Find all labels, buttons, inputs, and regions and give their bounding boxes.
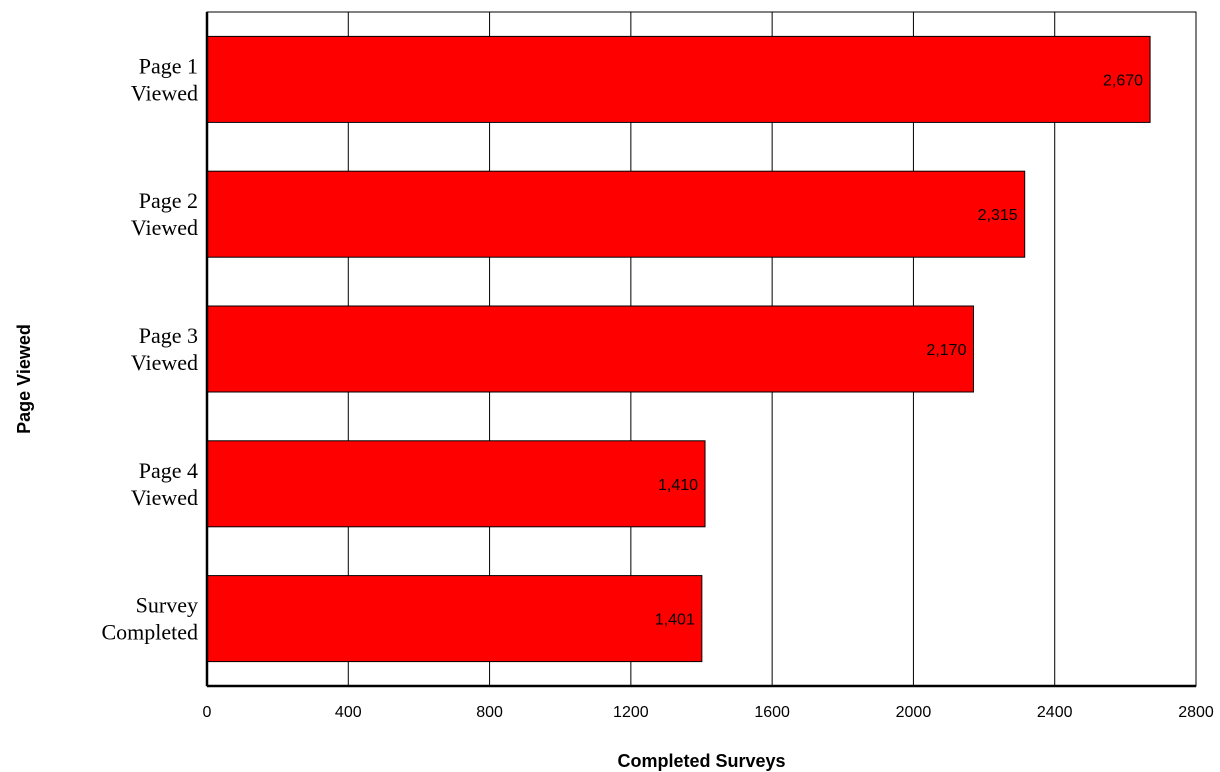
category-label: Completed (101, 620, 198, 645)
x-tick-label: 1600 (754, 704, 790, 721)
category-label: Viewed (131, 80, 198, 105)
x-tick-label: 800 (476, 704, 503, 721)
bar-value-label: 1,401 (655, 612, 695, 629)
bar (206, 170, 1026, 258)
x-tick-label: 400 (335, 704, 362, 721)
bar-value-label: 2,170 (926, 342, 966, 359)
category-label: Viewed (131, 485, 198, 510)
data-labels: 2,670 2,315 2,170 1,410 1,401 (655, 72, 1143, 628)
bar (206, 575, 703, 663)
category-label: Viewed (131, 215, 198, 240)
category-label: Viewed (131, 350, 198, 375)
y-axis-title: Page Viewed (14, 324, 34, 434)
category-label: Page 1 (139, 53, 198, 78)
x-tick-label: 2400 (1037, 704, 1073, 721)
bar-value-label: 1,410 (658, 477, 698, 494)
x-tick-label: 1200 (613, 704, 649, 721)
x-tick-label: 2800 (1178, 704, 1214, 721)
category-label: Survey (136, 593, 198, 618)
bar-value-label: 2,670 (1103, 72, 1143, 89)
bar-value-label: 2,315 (978, 207, 1018, 224)
bar (206, 305, 974, 393)
x-axis-title: Completed Surveys (617, 751, 785, 771)
category-label: Page 3 (139, 323, 198, 348)
bar (206, 35, 1151, 123)
x-tick-label: 2000 (896, 704, 932, 721)
category-label: Page 2 (139, 188, 198, 213)
bar (206, 440, 706, 528)
x-tick-labels: 0 400 800 1200 1600 2000 2400 2800 (203, 704, 1214, 721)
category-label: Page 4 (139, 458, 198, 483)
bars (206, 35, 1151, 663)
x-tick-label: 0 (203, 704, 212, 721)
